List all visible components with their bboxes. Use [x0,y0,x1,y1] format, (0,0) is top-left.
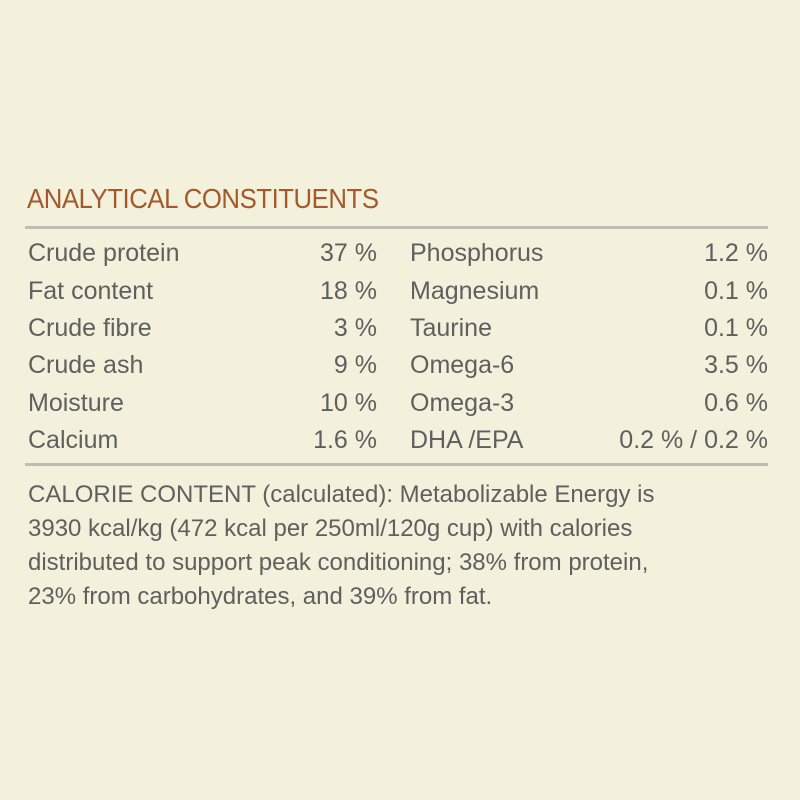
constituent-value: 1.6 % [313,426,377,454]
section-title: ANALYTICAL CONSTITUENTS [27,183,379,214]
constituent-value: 3.5 % [704,351,768,379]
constituent-row: Crude protein 37 % [28,236,377,270]
calorie-line: 23% from carbohydrates, and 39% from fat… [28,583,493,610]
constituent-value: 0.2 % / 0.2 % [619,426,768,454]
constituent-value: 0.1 % [704,314,768,342]
constituent-value: 0.1 % [704,277,768,305]
constituent-value: 10 % [320,389,377,417]
bottom-divider [25,463,768,466]
constituent-label: Taurine [410,314,492,342]
constituent-label: Omega-3 [410,389,515,417]
constituent-value: 37 % [320,239,377,267]
constituent-value: 18 % [320,277,377,305]
constituent-label: Calcium [28,426,119,454]
constituent-label: Crude ash [28,351,144,379]
constituent-row: Omega-6 3.5 % [410,348,768,382]
calorie-line: distributed to support peak conditioning… [28,549,649,576]
constituent-value: 1.2 % [704,239,768,267]
constituent-row: Crude fibre 3 % [28,311,377,345]
constituent-row: DHA /EPA 0.2 % / 0.2 % [410,423,768,457]
constituent-row: Omega-3 0.6 % [410,386,768,420]
constituent-row: Phosphorus 1.2 % [410,236,768,270]
calorie-line: 3930 kcal/kg (472 kcal per 250ml/120g cu… [28,515,633,542]
constituent-row: Crude ash 9 % [28,348,377,382]
constituent-row: Magnesium 0.1 % [410,274,768,308]
constituent-row: Taurine 0.1 % [410,311,768,345]
constituent-value: 3 % [333,314,377,342]
constituent-row: Calcium 1.6 % [28,423,377,457]
constituent-row: Moisture 10 % [28,386,377,420]
constituent-label: Phosphorus [410,239,544,267]
constituent-label: Fat content [28,277,154,305]
constituent-row: Fat content 18 % [28,274,377,308]
constituent-label: Omega-6 [410,351,515,379]
constituent-label: Crude protein [28,239,180,267]
constituent-label: Magnesium [410,277,540,305]
top-divider [25,226,768,229]
constituent-label: Crude fibre [28,314,152,342]
constituent-value: 0.6 % [704,389,768,417]
constituent-label: DHA /EPA [410,426,524,454]
constituent-value: 9 % [333,351,377,379]
calorie-line: CALORIE CONTENT (calculated): Metaboliza… [28,481,655,508]
calorie-content: CALORIE CONTENT (calculated): Metaboliza… [28,478,788,614]
constituent-label: Moisture [28,389,124,417]
